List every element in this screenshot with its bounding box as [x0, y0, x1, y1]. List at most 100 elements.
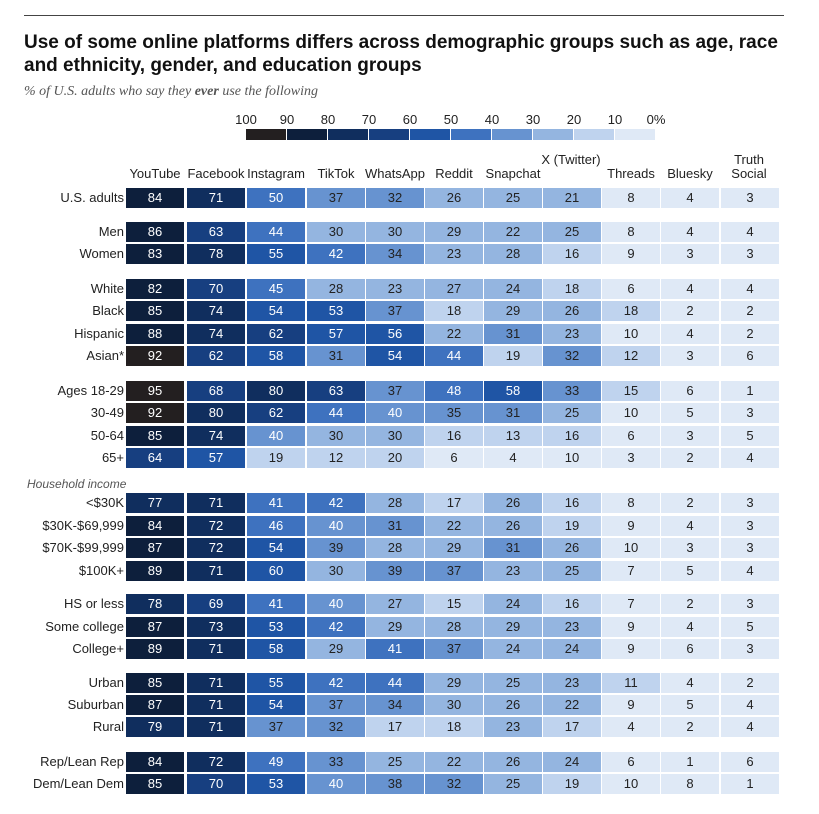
table-cell: 44: [247, 222, 305, 242]
legend-label: 20: [567, 112, 581, 127]
table-cell: 4: [721, 561, 779, 581]
table-cell: 53: [307, 301, 365, 321]
table-cell: 2: [661, 493, 719, 513]
table-cell: 84: [126, 516, 184, 536]
table-cell: 19: [543, 516, 601, 536]
legend-label: 10: [608, 112, 622, 127]
table-cell: 29: [484, 301, 542, 321]
table-cell: 3: [721, 493, 779, 513]
table-cell: 72: [187, 538, 245, 558]
column-header: WhatsApp: [365, 166, 425, 181]
table-cell: 71: [187, 673, 245, 693]
row-label: Black: [92, 303, 124, 318]
legend-swatch: [410, 129, 450, 140]
table-cell: 6: [721, 752, 779, 772]
column-header: TikTok: [317, 166, 355, 181]
table-cell: 8: [602, 188, 660, 208]
table-cell: 15: [425, 594, 483, 614]
table-cell: 31: [484, 403, 542, 423]
table-cell: 6: [661, 639, 719, 659]
table-cell: 9: [602, 244, 660, 264]
row-label: Ages 18-29: [57, 383, 125, 398]
table-cell: 95: [126, 381, 184, 401]
table-cell: 40: [307, 516, 365, 536]
table-cell: 30: [307, 561, 365, 581]
row-label: Women: [79, 246, 124, 261]
row-label: Suburban: [67, 697, 124, 712]
table-cell: 85: [126, 301, 184, 321]
subtitle-text-post: use the following: [218, 84, 318, 99]
table-cell: 92: [126, 346, 184, 366]
table-cell: 3: [721, 538, 779, 558]
row-label: 50-64: [90, 428, 124, 443]
table-cell: 2: [721, 301, 779, 321]
table-cell: 39: [366, 561, 424, 581]
table-cell: 71: [187, 717, 245, 737]
table-cell: 18: [425, 717, 483, 737]
row-label: Men: [98, 224, 124, 239]
table-cell: 74: [187, 324, 245, 344]
table-cell: 80: [187, 403, 245, 423]
table-cell: 71: [187, 695, 245, 715]
legend-label: 60: [403, 112, 417, 127]
table-cell: 28: [366, 538, 424, 558]
chart-title: Use of some online platforms differs acr…: [24, 32, 778, 76]
table-cell: 38: [366, 774, 424, 794]
table-cell: 10: [602, 403, 660, 423]
table-cell: 13: [484, 426, 542, 446]
table-cell: 85: [126, 673, 184, 693]
table-cell: 5: [721, 617, 779, 637]
table-cell: 35: [425, 403, 483, 423]
table-cell: 37: [366, 301, 424, 321]
table-cell: 53: [247, 617, 305, 637]
table-cell: 71: [187, 493, 245, 513]
table-cell: 89: [126, 561, 184, 581]
table-cell: 9: [602, 617, 660, 637]
table-cell: 6: [661, 381, 719, 401]
table-cell: 25: [543, 222, 601, 242]
table-cell: 6: [721, 346, 779, 366]
row-label: Hispanic: [74, 326, 124, 341]
legend-swatch: [246, 129, 286, 140]
table-cell: 3: [721, 403, 779, 423]
legend-swatch: [574, 129, 614, 140]
table-cell: 2: [661, 301, 719, 321]
table-cell: 60: [247, 561, 305, 581]
table-cell: 27: [425, 279, 483, 299]
legend-label: 70: [362, 112, 376, 127]
table-cell: 37: [366, 381, 424, 401]
table-cell: 32: [425, 774, 483, 794]
row-label: Asian*: [86, 348, 124, 363]
table-cell: 78: [126, 594, 184, 614]
row-label: Rep/Lean Rep: [40, 754, 124, 769]
table-cell: 25: [543, 403, 601, 423]
legend-swatch: [451, 129, 491, 140]
row-label: HS or less: [64, 596, 124, 611]
table-cell: 28: [484, 244, 542, 264]
table-cell: 29: [425, 673, 483, 693]
table-cell: 33: [307, 752, 365, 772]
table-cell: 40: [366, 403, 424, 423]
table-cell: 41: [247, 493, 305, 513]
table-cell: 83: [126, 244, 184, 264]
table-cell: 8: [602, 493, 660, 513]
table-cell: 58: [484, 381, 542, 401]
table-cell: 86: [126, 222, 184, 242]
table-cell: 31: [484, 324, 542, 344]
table-cell: 19: [543, 774, 601, 794]
table-cell: 16: [543, 426, 601, 446]
row-label: 65+: [101, 450, 124, 465]
table-cell: 37: [307, 188, 365, 208]
table-cell: 19: [247, 448, 305, 468]
table-cell: 3: [661, 426, 719, 446]
top-rule: [24, 15, 784, 16]
table-cell: 53: [247, 774, 305, 794]
table-cell: 41: [247, 594, 305, 614]
table-cell: 22: [425, 516, 483, 536]
table-cell: 33: [543, 381, 601, 401]
table-cell: 10: [602, 538, 660, 558]
table-cell: 68: [187, 381, 245, 401]
table-cell: 19: [484, 346, 542, 366]
table-cell: 58: [247, 639, 305, 659]
table-cell: 62: [247, 403, 305, 423]
